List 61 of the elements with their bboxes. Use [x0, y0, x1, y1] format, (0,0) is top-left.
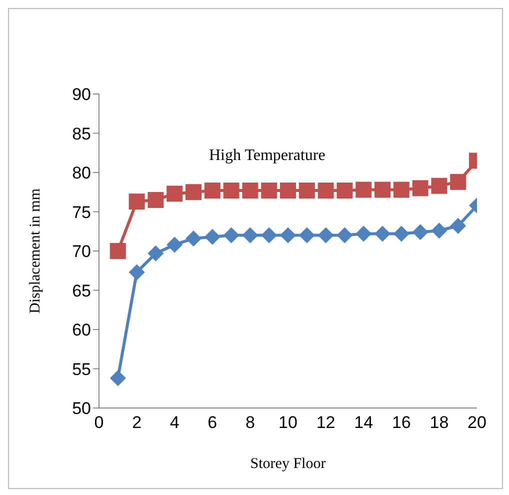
x-tick-label: 6 [208, 413, 218, 432]
x-tick-label: 14 [354, 413, 374, 432]
point [261, 182, 278, 199]
point [412, 224, 428, 240]
x-tick-label: 4 [170, 413, 180, 432]
x-tick-label: 0 [94, 413, 104, 432]
point [393, 226, 410, 242]
x-tick-label: 12 [316, 413, 336, 432]
y-tick-label: 90 [72, 85, 91, 104]
point [318, 227, 334, 244]
point [431, 178, 448, 194]
y-tick-label: 65 [72, 281, 91, 300]
point [336, 227, 353, 244]
point [128, 194, 145, 210]
point [393, 182, 410, 198]
point [148, 245, 164, 262]
point [298, 182, 315, 199]
point [186, 184, 202, 200]
point [336, 182, 353, 199]
point [242, 227, 258, 244]
point [374, 226, 390, 242]
point [223, 182, 240, 199]
point [298, 227, 315, 244]
y-tick-label: 70 [72, 242, 91, 262]
x-tick-label: 20 [468, 413, 486, 432]
y-tick-label: 75 [72, 202, 91, 222]
x-axis-title: Storey Floor [250, 456, 326, 472]
y-axis-title: Displacement in mm [27, 188, 44, 314]
point [280, 227, 296, 244]
y-tick-label: 50 [72, 399, 91, 418]
y-tick-label: 85 [72, 124, 91, 144]
point [128, 264, 145, 280]
point [110, 243, 126, 259]
point [318, 182, 334, 199]
point [242, 182, 258, 199]
point [166, 236, 183, 253]
y-tick-label: 60 [72, 320, 91, 340]
point [261, 227, 278, 244]
y-tick-label: 80 [72, 164, 91, 183]
y-tick-label: 55 [72, 360, 91, 379]
x-tick-label: 8 [245, 413, 255, 432]
point [110, 370, 126, 386]
x-tick-label: 18 [430, 413, 449, 432]
point [374, 182, 390, 198]
point [148, 192, 164, 208]
point [166, 186, 183, 202]
point [186, 230, 202, 246]
point [450, 174, 466, 190]
point [280, 182, 296, 199]
x-tick-label: 2 [132, 413, 142, 432]
text: High Temperature [209, 147, 326, 165]
point [431, 222, 448, 239]
point [356, 182, 372, 198]
point [223, 227, 240, 244]
point [204, 228, 220, 245]
x-tick-label: 16 [392, 413, 411, 432]
point [356, 226, 372, 242]
point [412, 180, 428, 196]
x-tick-label: 10 [278, 413, 298, 432]
point [450, 218, 466, 234]
point [204, 182, 220, 199]
